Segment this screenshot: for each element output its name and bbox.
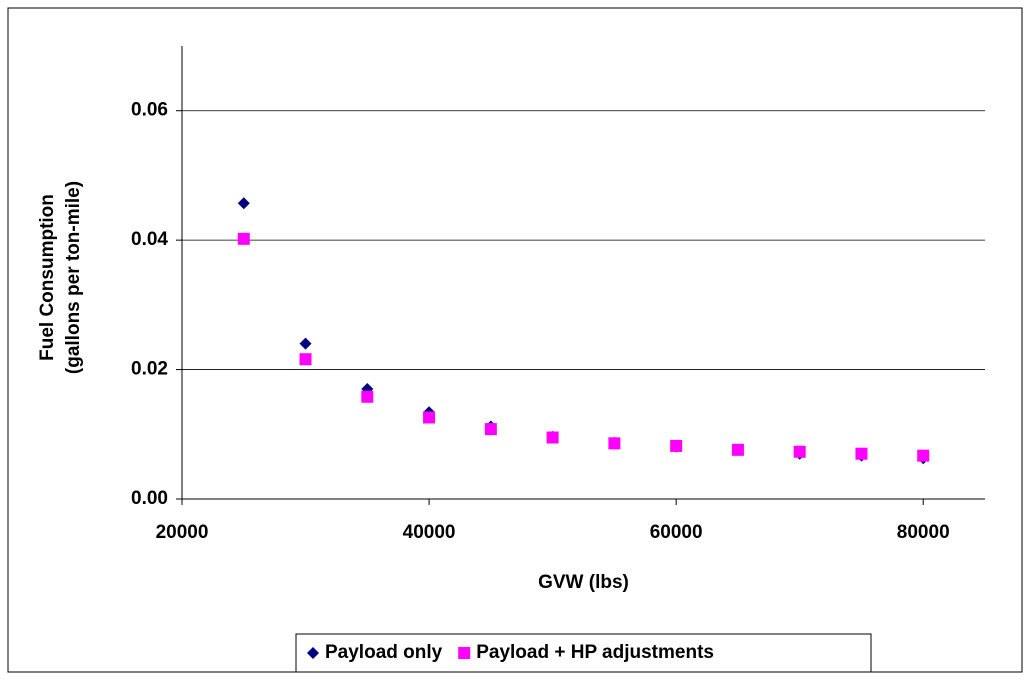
data-point bbox=[546, 431, 559, 444]
legend-label: Payload + HP adjustments bbox=[476, 642, 714, 663]
data-point bbox=[484, 423, 497, 436]
y-axis-title: (gallons per ton-mile) bbox=[63, 181, 84, 374]
y-axis-title: Fuel Consumption bbox=[37, 194, 58, 361]
chart-frame bbox=[7, 7, 1023, 673]
y-tick-label: 0.04 bbox=[131, 229, 168, 250]
data-point bbox=[361, 390, 374, 403]
data-point bbox=[299, 337, 312, 350]
data-point bbox=[423, 411, 436, 424]
y-tick-label: 0.02 bbox=[131, 359, 168, 380]
x-tick-label: 20000 bbox=[156, 522, 209, 543]
data-point bbox=[670, 439, 683, 452]
x-tick-label: 60000 bbox=[650, 522, 703, 543]
y-tick-label: 0.00 bbox=[131, 488, 168, 509]
data-point bbox=[731, 443, 744, 456]
data-point bbox=[917, 449, 930, 462]
data-point bbox=[608, 437, 621, 450]
legend-marker bbox=[307, 647, 319, 659]
x-axis-title: GVW (lbs) bbox=[538, 572, 629, 593]
x-tick-label: 80000 bbox=[897, 522, 950, 543]
data-point bbox=[855, 447, 868, 460]
y-tick-label: 0.06 bbox=[131, 100, 168, 121]
legend-label: Payload only bbox=[325, 642, 443, 663]
data-point bbox=[299, 353, 312, 366]
data-point bbox=[237, 197, 250, 210]
x-tick-label: 40000 bbox=[403, 522, 456, 543]
data-point bbox=[793, 445, 806, 458]
data-point bbox=[237, 232, 250, 245]
legend-box bbox=[295, 633, 872, 673]
legend-marker bbox=[458, 647, 471, 659]
